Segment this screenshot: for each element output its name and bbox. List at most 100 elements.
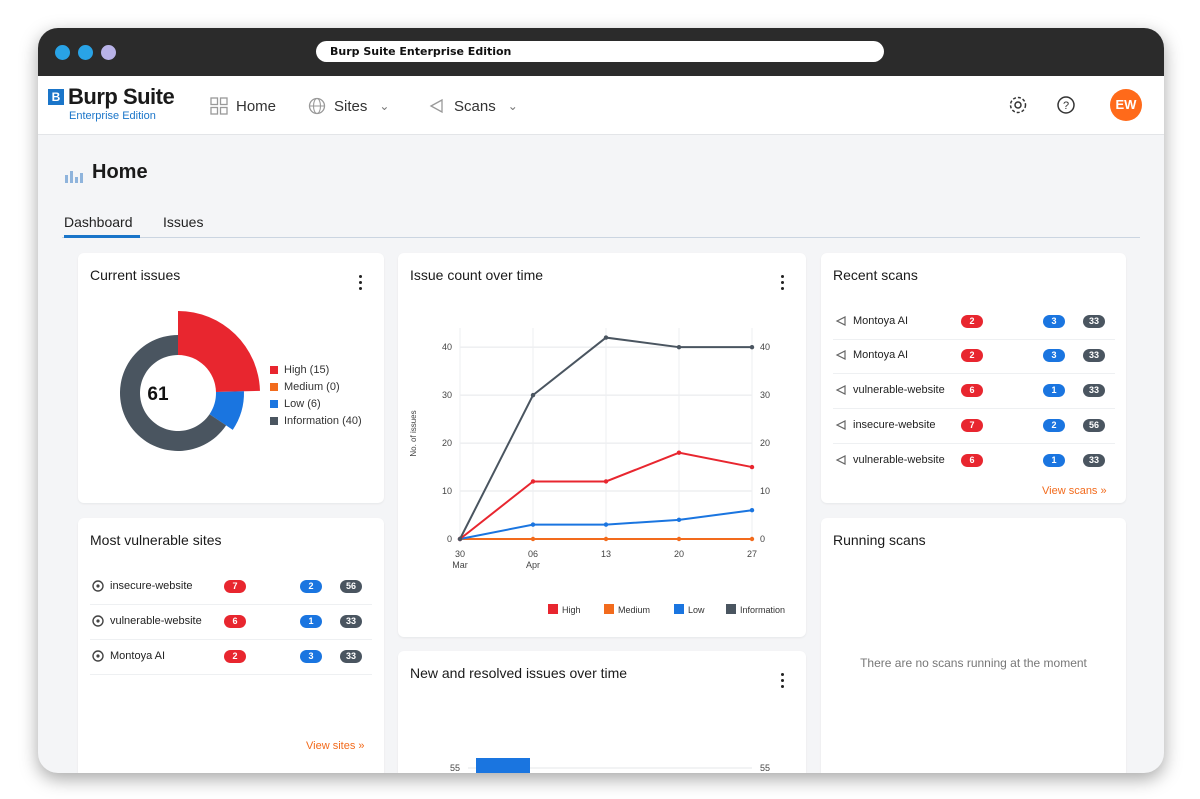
gear-icon[interactable] xyxy=(1008,95,1028,115)
card-title: Most vulnerable sites xyxy=(90,532,222,548)
current-issues-card: Current issues 61 High (15) Medium (0) L… xyxy=(78,253,384,503)
scan-row[interactable]: vulnerable-website 6 1 33 xyxy=(833,444,1115,478)
chevron-down-icon: ⌄ xyxy=(379,99,390,113)
legend-swatch xyxy=(270,366,278,374)
data-point-medium xyxy=(530,536,536,542)
globe-icon xyxy=(308,97,326,115)
y-tick-label: 55 xyxy=(450,763,460,773)
data-point-low xyxy=(603,522,609,527)
site-icon xyxy=(92,615,104,627)
scan-row[interactable]: Montoya AI 2 3 33 xyxy=(833,305,1115,340)
low-count-badge: 1 xyxy=(300,615,322,628)
issue-count-card: Issue count over time 0 0 10 10 20 20 30 30 40 40… xyxy=(398,253,806,637)
x-tick-label: 30 xyxy=(455,549,465,559)
donut-slice-high xyxy=(178,311,260,393)
app-header: B Burp Suite Enterprise Edition Home Sit… xyxy=(38,76,1164,135)
donut-total-label: 61 xyxy=(147,384,169,405)
address-bar[interactable]: Burp Suite Enterprise Edition xyxy=(316,41,884,62)
y-tick-label: 20 xyxy=(442,438,452,448)
site-row[interactable]: vulnerable-website 6 1 33 xyxy=(90,605,372,640)
scan-name: Montoya AI xyxy=(853,349,909,361)
brand-name: Burp Suite xyxy=(68,84,175,109)
legend-label-medium: Medium xyxy=(618,605,650,615)
nav-sites[interactable]: Sites ⌄ xyxy=(308,94,389,118)
view-sites-link[interactable]: View sites » xyxy=(306,740,365,752)
issues-donut-chart: 61 xyxy=(120,311,260,451)
most-vulnerable-sites-card: Most vulnerable sites insecure-website 7… xyxy=(78,518,384,773)
user-avatar[interactable]: EW xyxy=(1110,89,1142,121)
y-tick-label-right: 20 xyxy=(760,438,770,448)
legend-swatch xyxy=(270,383,278,391)
card-title: Issue count over time xyxy=(410,267,544,283)
scan-name: vulnerable-website xyxy=(853,454,945,466)
scan-icon xyxy=(835,316,846,326)
x-tick-label: 13 xyxy=(601,549,611,559)
scan-row[interactable]: insecure-website 7 2 56 xyxy=(833,409,1115,444)
tab-dashboard[interactable]: Dashboard xyxy=(64,214,133,230)
scan-icon xyxy=(835,455,846,465)
donut-slice-information xyxy=(120,335,227,451)
more-options-icon[interactable] xyxy=(359,275,363,293)
data-point-information xyxy=(457,536,463,542)
info-count-badge: 33 xyxy=(1083,454,1105,467)
x-tick-label: 27 xyxy=(747,549,757,559)
y-axis-label: No. of issues xyxy=(409,410,418,456)
scan-name: insecure-website xyxy=(853,419,936,431)
legend-swatch xyxy=(270,400,278,408)
more-options-icon[interactable] xyxy=(781,275,785,293)
nav-home[interactable]: Home xyxy=(210,94,276,118)
data-point-high xyxy=(530,479,536,484)
data-point-high xyxy=(676,450,682,455)
view-scans-link[interactable]: View scans » xyxy=(1042,485,1107,497)
low-count-badge: 1 xyxy=(1043,384,1065,397)
new-resolved-card: New and resolved issues over time 55 55 50… xyxy=(398,651,806,773)
data-point-low xyxy=(676,517,682,523)
scan-name: vulnerable-website xyxy=(853,384,945,396)
low-count-badge: 3 xyxy=(1043,315,1065,328)
burp-logo-icon: B xyxy=(48,89,64,105)
nav-sites-label: Sites xyxy=(334,97,368,115)
data-point-information xyxy=(603,335,609,340)
window-minimize-icon[interactable] xyxy=(78,45,93,60)
high-count-badge: 6 xyxy=(224,615,246,628)
more-options-icon[interactable] xyxy=(781,673,785,691)
scan-icon xyxy=(835,385,846,395)
high-count-badge: 7 xyxy=(224,580,246,593)
browser-window: Burp Suite Enterprise Edition B Burp Sui… xyxy=(38,28,1164,773)
high-count-badge: 6 xyxy=(961,384,983,397)
legend-label-low: Low xyxy=(688,605,705,615)
nav-scans[interactable]: Scans ⌄ xyxy=(428,94,518,118)
scan-icon xyxy=(835,420,846,430)
data-point-information xyxy=(676,344,682,350)
window-close-icon[interactable] xyxy=(55,45,70,60)
scan-row[interactable]: vulnerable-website 6 1 33 xyxy=(833,374,1115,409)
high-count-badge: 2 xyxy=(224,650,246,663)
legend-label-information: Information xyxy=(740,605,785,615)
low-count-badge: 2 xyxy=(300,580,322,593)
help-icon[interactable]: ? xyxy=(1056,95,1076,115)
x-tick-label: 06 xyxy=(528,549,538,559)
scan-row[interactable]: Montoya AI 2 3 33 xyxy=(833,339,1115,374)
legend-item-medium: Medium (0) xyxy=(270,381,340,393)
y-tick-label-right: 40 xyxy=(760,342,770,352)
data-point-information xyxy=(749,344,755,350)
nav-home-label: Home xyxy=(236,97,277,115)
high-count-badge: 2 xyxy=(961,315,983,328)
info-count-badge: 56 xyxy=(340,580,362,593)
data-point-medium xyxy=(676,536,682,542)
scan-icon xyxy=(835,350,846,360)
running-scans-card: Running scans There are no scans running… xyxy=(821,518,1126,773)
site-row[interactable]: Montoya AI 2 3 33 xyxy=(90,640,372,675)
low-count-badge: 3 xyxy=(1043,349,1065,362)
tab-issues[interactable]: Issues xyxy=(163,214,204,230)
dashboard-chart-icon xyxy=(65,171,83,183)
page-title: Home xyxy=(92,161,148,183)
legend-label: High (15) xyxy=(284,364,330,376)
grid-icon xyxy=(210,97,228,115)
nav-scans-label: Scans xyxy=(454,97,496,115)
site-row[interactable]: insecure-website 7 2 56 xyxy=(90,570,372,605)
legend-label-high: High xyxy=(562,605,581,615)
window-zoom-icon[interactable] xyxy=(101,45,116,60)
info-count-badge: 33 xyxy=(1083,349,1105,362)
